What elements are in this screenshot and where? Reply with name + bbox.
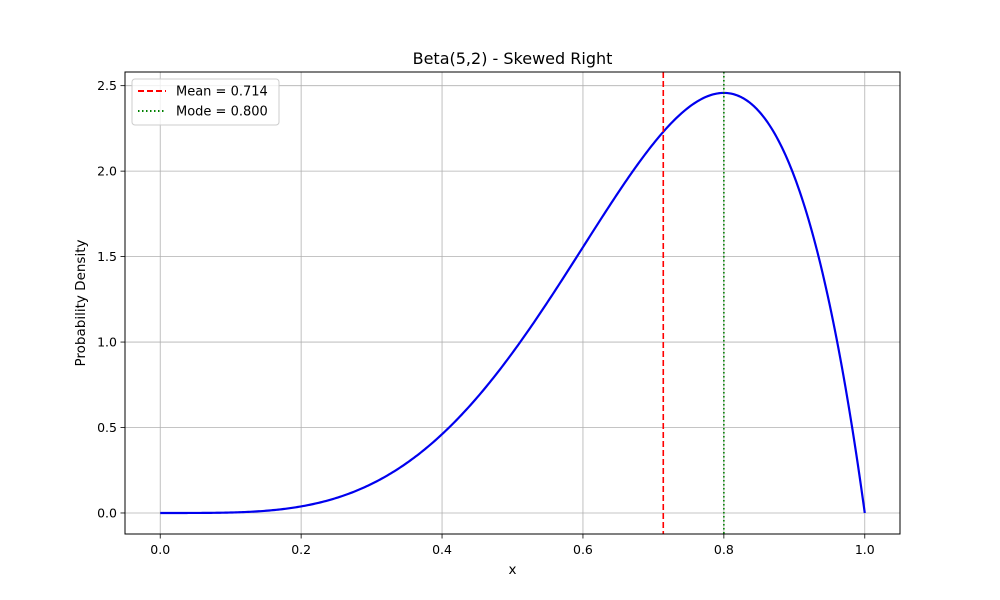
x-tick-label: 0.0 [150,542,170,557]
legend: Mean = 0.714 Mode = 0.800 [131,78,280,126]
x-tick-label: 0.6 [573,542,593,557]
legend-box [131,78,280,126]
y-tick-label: 0.5 [97,420,117,435]
y-tick-label: 1.0 [97,335,117,350]
grid [125,72,900,534]
density-curve [160,91,866,515]
plot-area [160,72,866,534]
legend-mode-label: Mode = 0.800 [176,105,268,120]
axis-ticks: 0.0 0.2 0.4 0.6 0.8 1.0 0.0 0.5 1.0 1.5 2.0 2.5 [97,78,875,557]
y-tick-label: 2.5 [97,78,117,93]
x-axis-label: x [509,562,517,578]
chart-title: Beta(5,2) - Skewed Right [413,49,613,68]
y-tick-label: 0.0 [97,505,117,520]
x-tick-label: 0.4 [432,542,452,557]
y-tick-label: 1.5 [97,249,117,264]
x-tick-label: 1.0 [855,542,875,557]
x-tick-label: 0.2 [291,542,311,557]
plot-frame [124,71,901,535]
y-axis-label: Probability Density [73,240,89,367]
x-tick-label: 0.8 [714,542,734,557]
y-tick-label: 2.0 [97,164,117,179]
legend-mean-label: Mean = 0.714 [176,85,268,100]
